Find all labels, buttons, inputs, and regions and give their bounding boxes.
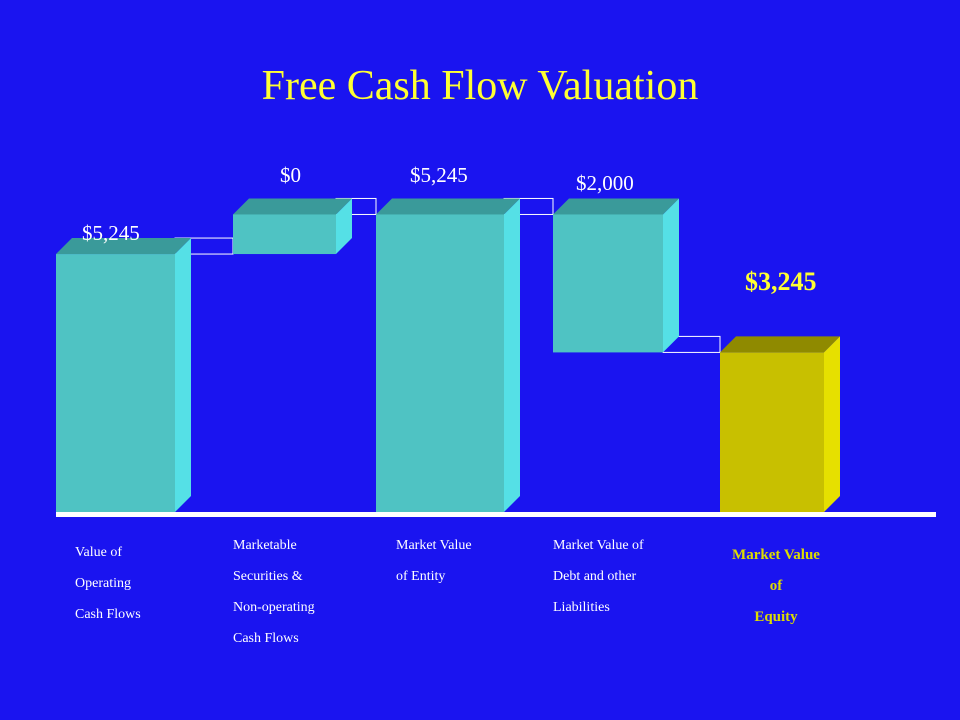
category-line: Value of: [75, 545, 123, 560]
category-line: Operating: [75, 576, 131, 591]
category-line: Equity: [754, 609, 798, 625]
bar-side-1: [336, 198, 352, 255]
bar-4: [720, 352, 824, 512]
bar-side-2: [504, 198, 520, 512]
value-label-0: $5,245: [82, 221, 140, 245]
value-label-3: $2,000: [576, 171, 634, 195]
bar-top-1: [233, 198, 352, 215]
category-line: Cash Flows: [75, 607, 141, 622]
value-label-4: $3,245: [745, 267, 817, 296]
bar-3: [553, 214, 663, 353]
category-line: Cash Flows: [233, 631, 299, 646]
bar-1: [233, 214, 336, 255]
bar-top-4: [720, 336, 840, 353]
bar-top-0: [56, 238, 191, 255]
category-line: Liabilities: [553, 600, 610, 615]
slide-title: Free Cash Flow Valuation: [261, 63, 699, 109]
value-label-2: $5,245: [410, 163, 468, 187]
bar-top-2: [376, 198, 520, 215]
category-label-1: Marketable Securities & Non-operating Cash …: [233, 530, 373, 654]
bar-0: [56, 254, 175, 512]
bar-2: [376, 214, 504, 512]
bar-side-0: [175, 238, 191, 512]
category-line: Market Value: [732, 547, 820, 563]
category-line: of: [769, 578, 783, 594]
category-line: Market Value: [396, 538, 472, 553]
value-label-1: $0: [280, 163, 301, 187]
baseline: [56, 512, 936, 517]
category-label-0: Value of Operating Cash Flows: [75, 537, 215, 630]
category-line: of Entity: [396, 569, 446, 584]
bar-side-4: [824, 336, 840, 512]
category-line: Securities &: [233, 569, 303, 584]
category-label-3: Market Value of Debt and other Liabilities: [553, 530, 693, 623]
category-label-4: Market Value of Equity: [696, 540, 856, 633]
category-line: Market Value of: [553, 538, 644, 553]
bar-side-3: [663, 198, 679, 353]
bar-top-3: [553, 198, 679, 215]
category-line: Marketable: [233, 538, 297, 553]
category-label-2: Market Value of Entity: [396, 530, 536, 592]
category-line: Debt and other: [553, 569, 637, 584]
category-line: Non-operating: [233, 600, 315, 615]
